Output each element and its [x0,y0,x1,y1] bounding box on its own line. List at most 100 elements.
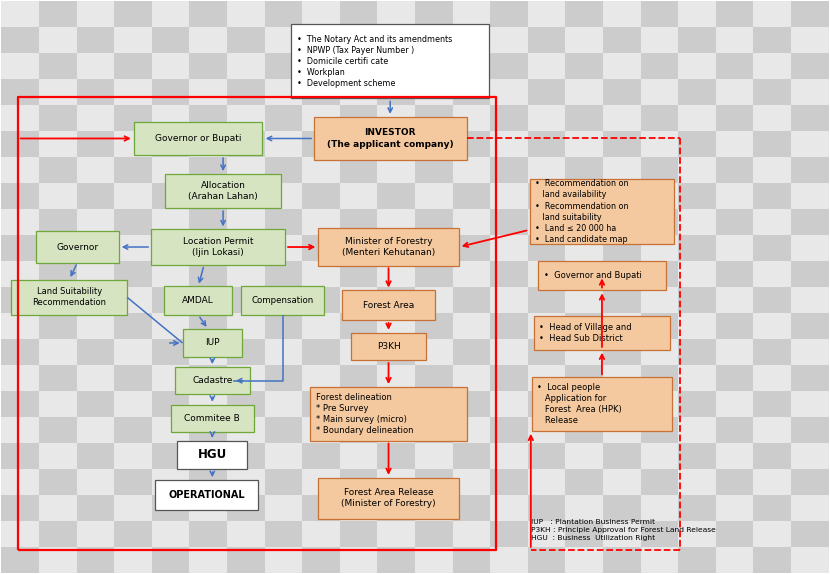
Bar [715,339,754,365]
Bar [265,287,302,313]
Bar [302,209,339,235]
Bar [754,521,791,546]
Bar [641,391,678,417]
Bar [152,391,189,417]
Bar [603,53,641,79]
Bar [227,417,265,443]
Bar [565,287,603,313]
Bar [715,209,754,235]
Bar [754,339,791,365]
Bar [715,417,754,443]
Bar [791,261,828,287]
Bar [339,365,378,391]
Bar [828,521,830,546]
Bar [339,131,378,157]
Bar [2,0,39,1]
Bar [565,209,603,235]
Bar [678,183,715,209]
Bar [715,183,754,209]
Bar [2,157,39,183]
FancyBboxPatch shape [183,329,242,356]
Bar [39,131,76,157]
Bar [641,79,678,105]
Bar [603,79,641,105]
Bar [641,339,678,365]
Bar [39,417,76,443]
Bar [189,261,227,287]
Bar [828,546,830,573]
Bar [791,495,828,521]
Bar [302,261,339,287]
Bar [2,183,39,209]
Bar [115,469,152,495]
Text: •  Recommendation on
   land availability
•  Recommendation on
   land suitabili: • Recommendation on land availability • … [535,179,629,244]
Bar [715,313,754,339]
Bar [189,183,227,209]
Bar [415,339,452,365]
Bar [2,469,39,495]
FancyBboxPatch shape [314,117,466,160]
Bar [828,157,830,183]
Bar [452,417,491,443]
Bar [115,183,152,209]
Bar [715,546,754,573]
Bar [39,235,76,261]
Bar [39,313,76,339]
Bar [678,105,715,131]
FancyBboxPatch shape [534,316,670,350]
Bar [715,261,754,287]
Bar [828,261,830,287]
Bar [491,105,528,131]
Bar [528,313,565,339]
Bar [565,469,603,495]
Bar [678,313,715,339]
Bar [265,157,302,183]
Bar [152,131,189,157]
Bar [152,105,189,131]
Bar [754,79,791,105]
Bar [452,209,491,235]
Bar [754,313,791,339]
Bar [76,1,115,28]
Bar [39,209,76,235]
Bar [2,131,39,157]
Bar [2,105,39,131]
Bar [189,495,227,521]
FancyBboxPatch shape [164,286,232,315]
Bar [76,287,115,313]
Bar [115,495,152,521]
FancyBboxPatch shape [318,478,459,519]
Bar [452,28,491,53]
Bar [715,391,754,417]
Bar [227,0,265,1]
Bar [76,313,115,339]
Bar [828,391,830,417]
Bar [39,339,76,365]
Bar [678,365,715,391]
Bar [302,79,339,105]
Bar [39,28,76,53]
Bar [76,261,115,287]
Bar [76,105,115,131]
Bar [641,261,678,287]
Bar [39,79,76,105]
Bar [115,546,152,573]
Bar [565,261,603,287]
Bar [339,235,378,261]
Bar [678,131,715,157]
Bar [339,53,378,79]
Bar [76,546,115,573]
Bar [39,495,76,521]
Bar [39,105,76,131]
Bar [491,495,528,521]
Bar [641,443,678,469]
Bar [641,521,678,546]
Bar [715,235,754,261]
Bar [265,521,302,546]
Bar [339,209,378,235]
FancyBboxPatch shape [342,290,435,320]
Bar [152,417,189,443]
Bar [415,235,452,261]
Bar [491,261,528,287]
Bar [603,235,641,261]
